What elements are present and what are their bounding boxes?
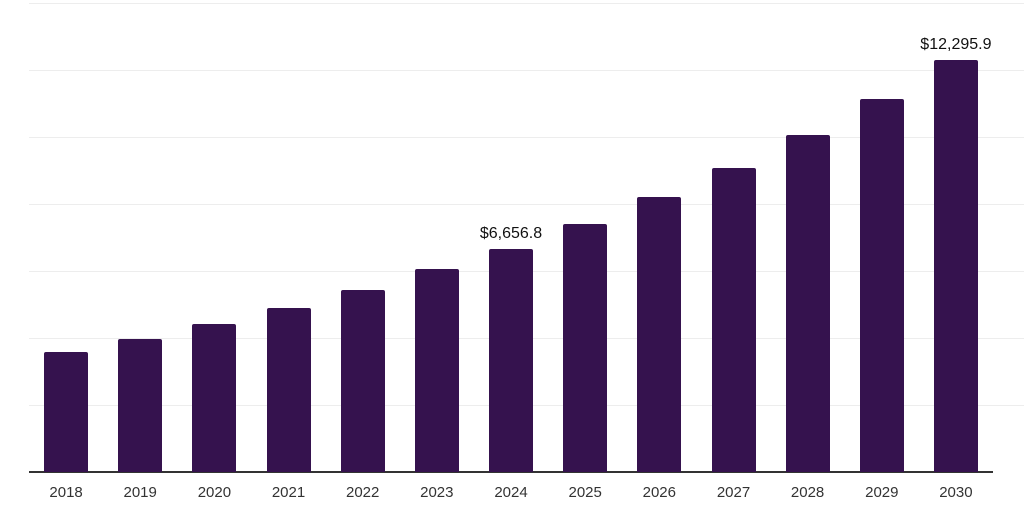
gridline <box>29 3 1024 4</box>
gridline <box>29 204 1024 205</box>
bar-2026 <box>637 196 682 472</box>
bar-2025 <box>563 223 608 472</box>
x-tick-label-2024: 2024 <box>494 484 528 501</box>
bar-2022 <box>340 290 385 472</box>
bar-2024 <box>489 249 533 472</box>
x-tick-label-2025: 2025 <box>568 484 602 501</box>
bar-2029 <box>859 98 904 472</box>
x-tick-label-2028: 2028 <box>790 484 825 501</box>
x-tick-label-2021: 2021 <box>271 484 306 501</box>
bar-2019 <box>118 339 163 472</box>
x-tick-label-2027: 2027 <box>716 484 751 501</box>
bar-2023 <box>414 269 459 472</box>
bar-2027 <box>711 167 756 472</box>
x-tick-label-2023: 2023 <box>420 484 454 501</box>
gridline <box>29 137 1024 138</box>
x-tick-label-2030: 2030 <box>939 484 973 501</box>
x-tick-label-2029: 2029 <box>865 484 899 501</box>
x-tick-label-2020: 2020 <box>197 484 232 501</box>
bar-value-label-2024: $6,656.8 <box>479 225 543 242</box>
bar-2020 <box>192 323 237 472</box>
bar-2018 <box>44 352 89 472</box>
x-tick-label-2022: 2022 <box>346 484 380 501</box>
bar-2021 <box>266 307 311 472</box>
bar-2028 <box>785 135 830 472</box>
x-tick-label-2026: 2026 <box>642 484 676 501</box>
bar-value-label-2030: $12,295.9 <box>920 36 992 54</box>
bar-2030 <box>933 60 978 472</box>
x-tick-label-2019: 2019 <box>123 484 157 501</box>
gridline <box>29 70 1024 71</box>
x-axis-line <box>29 471 993 473</box>
x-tick-label-2018: 2018 <box>49 484 83 501</box>
